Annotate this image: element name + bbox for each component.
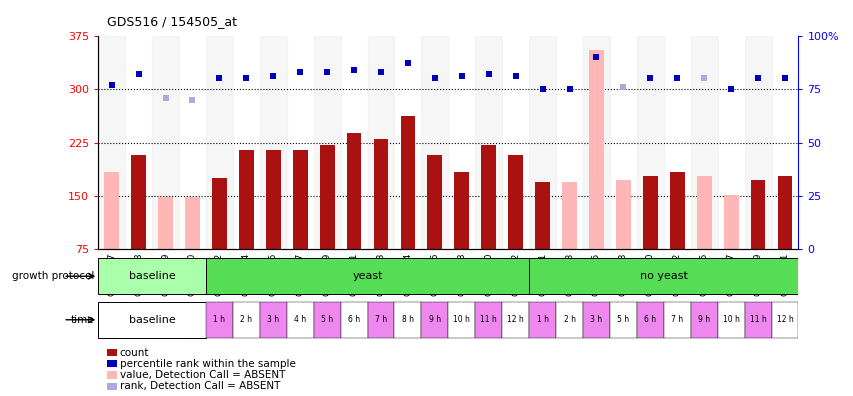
- Bar: [158, 198, 173, 249]
- Text: yeast: yeast: [352, 271, 382, 281]
- Bar: [400, 116, 415, 249]
- Bar: [421, 36, 448, 249]
- Bar: [313, 36, 340, 249]
- Bar: [259, 302, 287, 338]
- Bar: [690, 302, 717, 338]
- Bar: [265, 150, 281, 249]
- Text: baseline: baseline: [129, 315, 175, 325]
- Bar: [529, 258, 798, 294]
- Text: 9 h: 9 h: [698, 315, 710, 324]
- Text: time: time: [70, 315, 94, 325]
- Text: 2 h: 2 h: [563, 315, 575, 324]
- Bar: [609, 302, 636, 338]
- Bar: [206, 258, 529, 294]
- Bar: [367, 302, 394, 338]
- Text: 7 h: 7 h: [670, 315, 682, 324]
- Bar: [427, 155, 442, 249]
- Bar: [669, 173, 684, 249]
- Bar: [589, 50, 603, 249]
- Bar: [131, 155, 146, 249]
- Bar: [744, 302, 770, 338]
- Bar: [696, 176, 711, 249]
- Bar: [535, 182, 549, 249]
- Bar: [636, 302, 663, 338]
- Bar: [717, 302, 744, 338]
- Bar: [259, 36, 287, 249]
- Text: baseline: baseline: [129, 271, 175, 281]
- Bar: [212, 178, 227, 249]
- Text: 10 h: 10 h: [722, 315, 739, 324]
- Text: 5 h: 5 h: [617, 315, 629, 324]
- Bar: [481, 145, 496, 249]
- Bar: [373, 139, 388, 249]
- Text: no yeast: no yeast: [639, 271, 687, 281]
- Text: 12 h: 12 h: [507, 315, 524, 324]
- Text: GDS516 / 154505_at: GDS516 / 154505_at: [107, 15, 236, 28]
- Bar: [313, 302, 340, 338]
- Bar: [454, 173, 468, 249]
- Bar: [346, 133, 361, 249]
- Bar: [722, 194, 738, 249]
- Bar: [555, 302, 583, 338]
- Text: percentile rank within the sample: percentile rank within the sample: [119, 359, 295, 369]
- Bar: [777, 176, 792, 249]
- Bar: [98, 302, 206, 338]
- Bar: [98, 258, 206, 294]
- Text: 7 h: 7 h: [374, 315, 386, 324]
- Bar: [636, 36, 663, 249]
- Bar: [394, 302, 421, 338]
- Bar: [690, 36, 717, 249]
- Bar: [475, 302, 502, 338]
- Bar: [642, 176, 657, 249]
- Bar: [98, 36, 125, 249]
- Bar: [421, 302, 448, 338]
- Bar: [663, 302, 690, 338]
- Text: 5 h: 5 h: [321, 315, 333, 324]
- Bar: [233, 302, 259, 338]
- Bar: [529, 302, 555, 338]
- Text: 3 h: 3 h: [589, 315, 602, 324]
- Bar: [508, 155, 523, 249]
- Bar: [744, 36, 770, 249]
- Bar: [319, 145, 334, 249]
- Text: 10 h: 10 h: [453, 315, 470, 324]
- Bar: [561, 182, 577, 249]
- Text: 4 h: 4 h: [293, 315, 306, 324]
- Text: 11 h: 11 h: [749, 315, 765, 324]
- Bar: [152, 36, 179, 249]
- Text: 9 h: 9 h: [428, 315, 440, 324]
- Bar: [770, 302, 798, 338]
- Bar: [340, 302, 367, 338]
- Bar: [475, 36, 502, 249]
- Bar: [502, 302, 529, 338]
- Text: 3 h: 3 h: [267, 315, 279, 324]
- Text: 1 h: 1 h: [536, 315, 548, 324]
- Text: 2 h: 2 h: [240, 315, 252, 324]
- Bar: [750, 180, 764, 249]
- Bar: [529, 36, 555, 249]
- Bar: [239, 150, 253, 249]
- Text: 8 h: 8 h: [402, 315, 414, 324]
- Bar: [615, 180, 630, 249]
- Text: 6 h: 6 h: [348, 315, 360, 324]
- Bar: [583, 36, 609, 249]
- Text: 1 h: 1 h: [213, 315, 225, 324]
- Bar: [104, 173, 119, 249]
- Text: 6 h: 6 h: [643, 315, 656, 324]
- Bar: [367, 36, 394, 249]
- Text: 12 h: 12 h: [775, 315, 792, 324]
- Text: rank, Detection Call = ABSENT: rank, Detection Call = ABSENT: [119, 381, 280, 391]
- Text: value, Detection Call = ABSENT: value, Detection Call = ABSENT: [119, 370, 285, 380]
- Bar: [293, 150, 307, 249]
- Bar: [583, 302, 609, 338]
- Text: 11 h: 11 h: [480, 315, 496, 324]
- Bar: [206, 36, 233, 249]
- Bar: [206, 302, 233, 338]
- Bar: [185, 198, 200, 249]
- Text: count: count: [119, 348, 149, 358]
- Bar: [287, 302, 313, 338]
- Text: growth protocol: growth protocol: [12, 271, 94, 282]
- Bar: [448, 302, 475, 338]
